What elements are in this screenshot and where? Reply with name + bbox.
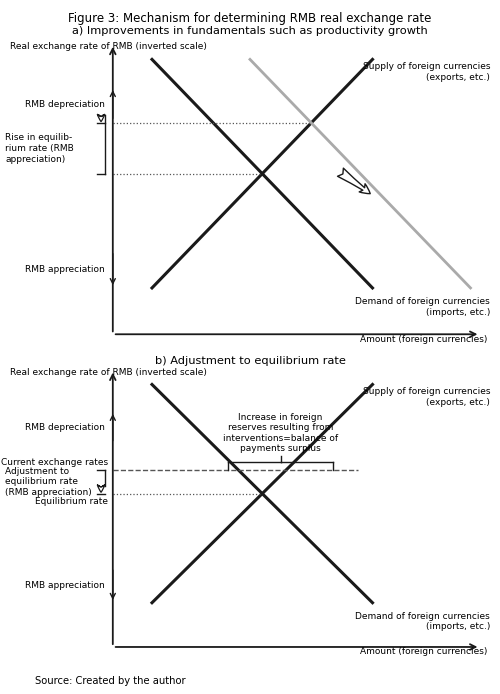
Text: Amount (foreign currencies): Amount (foreign currencies) (360, 647, 488, 656)
Text: Figure 3: Mechanism for determining RMB real exchange rate: Figure 3: Mechanism for determining RMB … (68, 12, 432, 26)
Text: RMB depreciation: RMB depreciation (24, 423, 104, 432)
Text: Amount (foreign currencies): Amount (foreign currencies) (360, 335, 488, 344)
Text: Source: Created by the author: Source: Created by the author (35, 676, 186, 686)
Text: Demand of foreign currencies
(imports, etc.): Demand of foreign currencies (imports, e… (356, 611, 490, 631)
Text: b) Adjustment to equilibrium rate: b) Adjustment to equilibrium rate (154, 356, 346, 366)
Text: Rise in equilib-
rium rate (RMB
appreciation): Rise in equilib- rium rate (RMB apprecia… (5, 133, 74, 164)
Text: Increase in foreign
reserves resulting from
interventions=balance of
payments su: Increase in foreign reserves resulting f… (223, 413, 338, 453)
Text: a) Improvements in fundamentals such as productivity growth: a) Improvements in fundamentals such as … (72, 26, 428, 36)
Text: Equilibrium rate: Equilibrium rate (35, 497, 108, 505)
Text: RMB depreciation: RMB depreciation (24, 100, 104, 109)
Text: RMB appreciation: RMB appreciation (24, 265, 104, 274)
Text: Supply of foreign currencies
(exports, etc.): Supply of foreign currencies (exports, e… (362, 62, 490, 82)
Text: Current exchange rates: Current exchange rates (1, 458, 108, 467)
Text: RMB appreciation: RMB appreciation (24, 581, 104, 589)
Text: Real exchange rate of RMB (inverted scale): Real exchange rate of RMB (inverted scal… (10, 42, 207, 51)
Text: Supply of foreign currencies
(exports, etc.): Supply of foreign currencies (exports, e… (362, 387, 490, 407)
Text: Demand of foreign currencies
(imports, etc.): Demand of foreign currencies (imports, e… (356, 297, 490, 316)
Text: Real exchange rate of RMB (inverted scale): Real exchange rate of RMB (inverted scal… (10, 369, 207, 378)
Text: Adjustment to
equilibrium rate
(RMB appreciation): Adjustment to equilibrium rate (RMB appr… (5, 466, 92, 497)
